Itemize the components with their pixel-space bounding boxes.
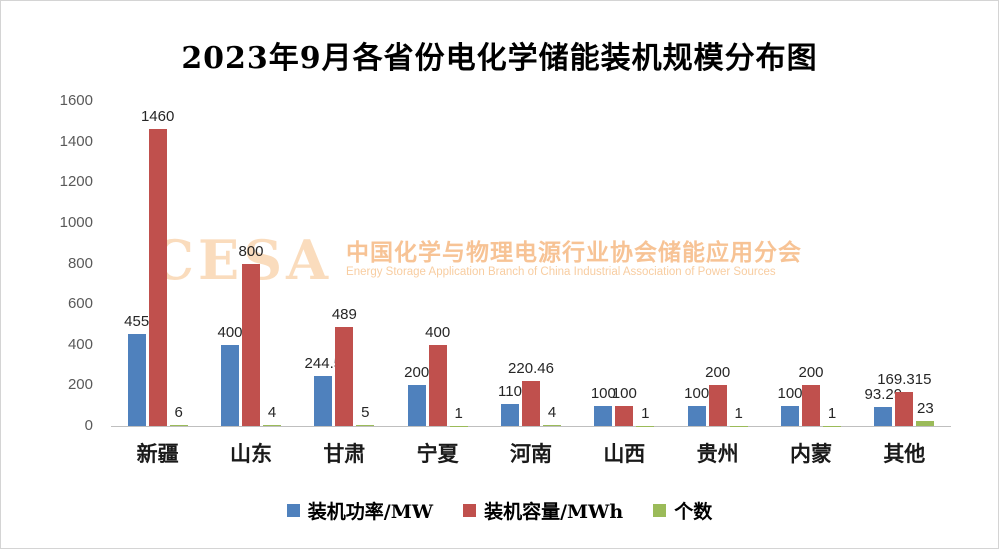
data-label-装机容量/MWh-甘肃: 489 [331,305,357,323]
legend-item-装机功率/MW: 装机功率/MW [286,497,434,524]
data-label-装机容量/MWh-山东: 800 [238,242,264,260]
y-tick-label: 400 [67,335,93,353]
bar-装机容量/MWh-山东 [242,263,260,426]
y-tick-label: 1400 [59,132,93,150]
data-label-装机功率/MW-宁夏: 200 [404,364,430,382]
category-label-内蒙: 内蒙 [789,443,832,466]
category-label-山东: 山东 [229,443,272,466]
legend-swatch-个数 [653,503,667,517]
bar-装机容量/MWh-内蒙 [802,385,820,426]
legend: 装机功率/MW 装机容量/MWh 个数 [1,493,998,527]
bar-装机容量/MWh-其他 [895,391,914,426]
bar-装机功率/MW-甘肃 [314,376,333,426]
data-label-装机容量/MWh-内蒙: 200 [798,364,824,382]
data-label-装机容量/MWh-河南: 220.46 [508,360,554,378]
bar-个数-甘肃 [356,424,375,426]
bar-装机功率/MW-新疆 [127,333,146,426]
category-label-甘肃: 甘肃 [323,443,366,466]
bar-装机功率/MW-河南 [501,403,519,426]
data-label-装机容量/MWh-新疆: 1460 [140,108,175,126]
legend-label-个数: 个数 [674,500,713,523]
category-label-宁夏: 宁夏 [416,443,459,466]
legend-item-装机容量/MWh: 装机容量/MWh [463,497,623,524]
data-label-装机功率/MW-其他: 93.29 [864,386,903,404]
data-label-个数-宁夏: 1 [454,404,463,422]
y-tick-label: 600 [67,295,93,313]
bar-个数-山东 [263,425,281,426]
legend-item-个数: 个数 [653,497,712,524]
bar-个数-其他 [916,421,935,426]
data-label-装机容量/MWh-山西: 100 [611,384,637,402]
category-label-贵州: 贵州 [696,443,739,466]
bar-装机容量/MWh-甘肃 [335,326,354,426]
data-label-装机功率/MW-河南: 110 [498,382,522,400]
legend-swatch-装机容量/MWh [463,503,477,517]
data-label-个数-新疆: 6 [174,403,183,421]
bar-个数-新疆 [169,424,188,426]
data-label-装机功率/MW-山东: 400 [217,323,243,341]
data-label-个数-山西: 1 [641,404,650,422]
data-label-个数-贵州: 1 [734,404,743,422]
chart-title: 2023年9月各省份电化学储能装机规模分布图 [181,41,818,76]
y-tick-label: 0 [84,417,93,434]
category-label-其他: 其他 [883,443,926,466]
data-label-装机容量/MWh-其他: 169.315 [877,370,932,388]
data-label-装机容量/MWh-宁夏: 400 [425,323,451,341]
data-label-装机功率/MW-内蒙: 100 [777,384,803,402]
bar-个数-河南 [543,425,561,426]
data-label-个数-其他: 23 [916,400,934,418]
legend-swatch-装机功率/MW [286,503,300,517]
bar-装机容量/MWh-山西 [615,405,634,426]
bar-装机容量/MWh-宁夏 [428,344,447,426]
y-tick-label: 1200 [59,173,93,191]
bar-装机容量/MWh-贵州 [708,385,727,426]
bar-装机容量/MWh-新疆 [148,129,167,426]
y-tick-label: 1000 [59,213,93,231]
bar-装机功率/MW-山西 [594,405,613,426]
y-tick-label: 200 [67,376,93,394]
data-label-装机功率/MW-甘肃: 244.5 [304,355,343,373]
bar-装机容量/MWh-河南 [522,381,540,426]
bar-装机功率/MW-山东 [221,344,239,426]
y-tick-label: 1600 [59,92,93,109]
plot-area: 455 1460 6 新疆 400 800 4 山东 244.5 489 5 甘肃 200 400 1 宁夏 1… [111,101,951,466]
legend-label-装机容量/MWh: 装机容量/MWh [484,500,624,523]
data-label-个数-内蒙: 1 [827,404,837,422]
data-label-装机功率/MW-山西: 100 [590,384,616,402]
data-label-装机功率/MW-新疆: 455 [124,312,150,330]
category-label-山西: 山西 [603,443,646,466]
data-label-个数-甘肃: 5 [361,403,370,421]
data-label-个数-山东: 4 [267,404,277,422]
y-axis: 0 200 400 600 800 1000 1200 1400 1600 [31,92,101,434]
category-label-新疆: 新疆 [136,443,179,466]
bar-装机功率/MW-宁夏 [407,385,426,426]
data-label-装机容量/MWh-贵州: 200 [705,364,731,382]
legend-label-装机功率/MW: 装机功率/MW [307,500,434,523]
bar-装机功率/MW-其他 [874,407,893,426]
data-label-装机功率/MW-贵州: 100 [684,384,710,402]
bar-装机功率/MW-贵州 [687,405,706,426]
category-label-河南: 河南 [509,443,552,466]
bar-装机功率/MW-内蒙 [781,405,799,426]
y-tick-label: 800 [67,254,93,272]
data-label-个数-河南: 4 [547,404,557,422]
